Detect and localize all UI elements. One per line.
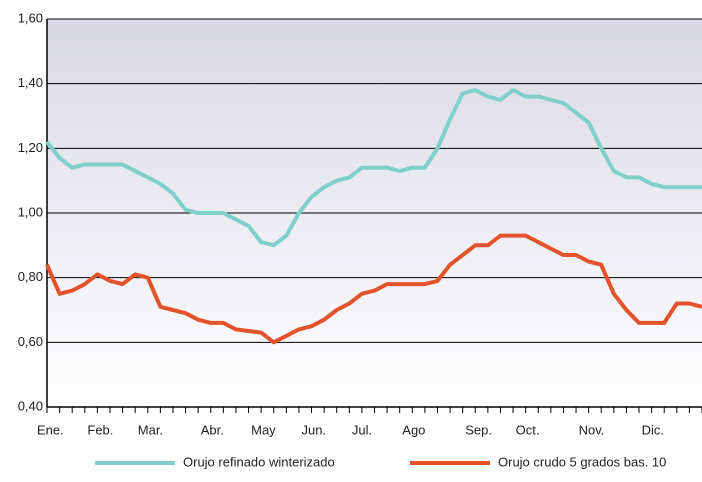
y-tick-label: 0,80	[18, 269, 43, 284]
x-tick-label: Feb.	[87, 422, 113, 437]
legend-label: Orujo crudo 5 grados bas. 10	[498, 454, 666, 469]
x-tick-label: Ene.	[37, 422, 64, 437]
y-tick-label: 1,20	[18, 140, 43, 155]
legend-label: Orujo refinado winterizado	[183, 454, 335, 469]
x-tick-label: Mar.	[138, 422, 163, 437]
x-tick-label: Jul.	[352, 422, 372, 437]
x-tick-label: Sep.	[465, 422, 492, 437]
x-tick-label: May	[251, 422, 276, 437]
x-tick-label: Dic.	[642, 422, 664, 437]
y-tick-label: 0,40	[18, 398, 43, 413]
x-tick-label: Oct.	[516, 422, 540, 437]
x-tick-label: Jun.	[302, 422, 327, 437]
line-series	[45, 233, 702, 345]
y-tick-label: 1,40	[18, 75, 43, 90]
x-tick-label: Nov.	[579, 422, 605, 437]
line-series	[45, 88, 702, 248]
y-tick-label: 0,60	[18, 334, 43, 349]
x-tick-label: Ago	[402, 422, 425, 437]
y-tick-label: 1,00	[18, 204, 43, 219]
x-tick-label: Abr.	[201, 422, 224, 437]
y-tick-label: 1,60	[18, 10, 43, 25]
